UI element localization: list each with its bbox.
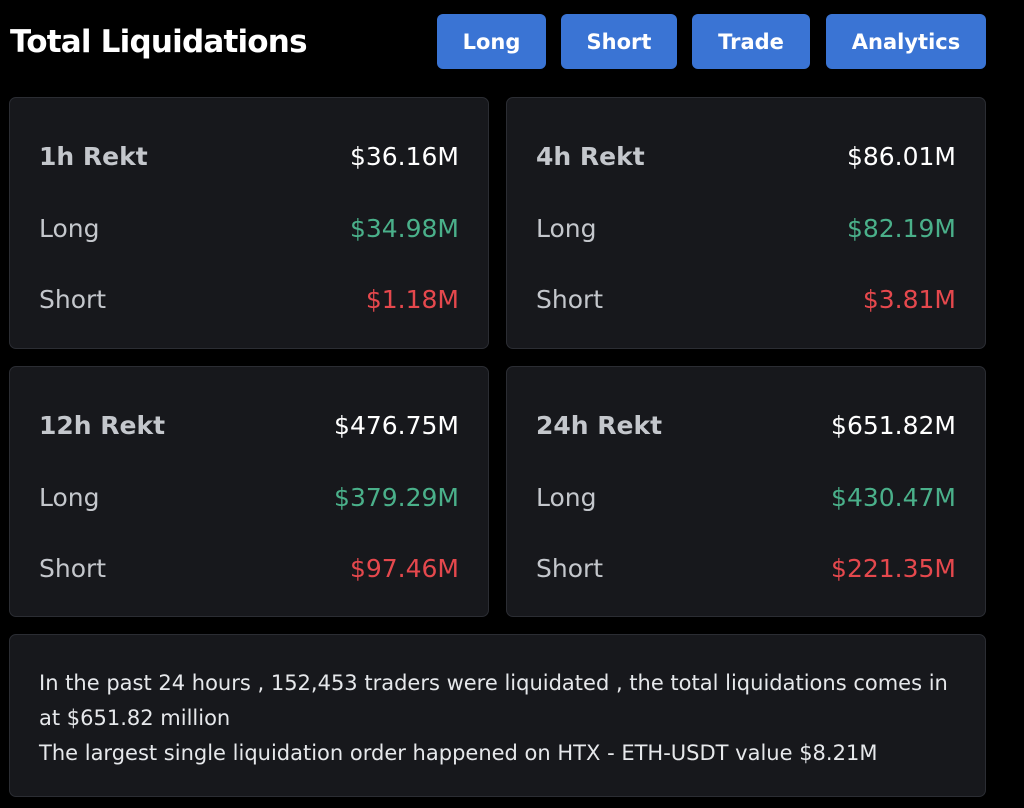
long-label: Long (39, 213, 100, 243)
long-value: $34.98M (349, 213, 459, 243)
short-row: Short $1.18M (39, 281, 459, 317)
short-label: Short (39, 284, 107, 314)
summary-text-largest-order: The largest single liquidation order hap… (39, 741, 878, 765)
long-label: Long (536, 482, 597, 512)
long-value: $82.19M (846, 213, 956, 243)
long-button[interactable]: Long (437, 14, 546, 69)
rekt-card-12h: 12h Rekt $476.75M Long $379.29M Short $9… (9, 366, 489, 617)
short-row: Short $221.35M (536, 550, 956, 586)
short-row: Short $97.46M (39, 550, 459, 586)
short-row: Short $3.81M (536, 281, 956, 317)
short-label: Short (39, 553, 107, 583)
rekt-card-4h: 4h Rekt $86.01M Long $82.19M Short $3.81… (506, 97, 986, 349)
short-value: $97.46M (349, 553, 459, 583)
total-value: $476.75M (334, 410, 459, 440)
total-row: 12h Rekt $476.75M (39, 407, 459, 443)
total-value: $651.82M (831, 410, 956, 440)
short-value: $3.81M (862, 284, 956, 314)
total-value: $86.01M (846, 141, 956, 171)
period-label: 24h Rekt (536, 410, 663, 440)
long-label: Long (536, 213, 597, 243)
total-row: 4h Rekt $86.01M (536, 138, 956, 174)
long-row: Long $82.19M (536, 210, 956, 246)
total-row: 1h Rekt $36.16M (39, 138, 459, 174)
summary-text-24h: In the past 24 hours , 152,453 traders w… (39, 671, 948, 730)
analytics-button[interactable]: Analytics (826, 14, 986, 69)
long-row: Long $34.98M (39, 210, 459, 246)
short-value: $1.18M (365, 284, 459, 314)
period-label: 12h Rekt (39, 410, 166, 440)
long-label: Long (39, 482, 100, 512)
short-label: Short (536, 284, 604, 314)
total-row: 24h Rekt $651.82M (536, 407, 956, 443)
trade-button[interactable]: Trade (692, 14, 810, 69)
total-value: $36.16M (349, 141, 459, 171)
period-label: 1h Rekt (39, 141, 148, 171)
rekt-card-24h: 24h Rekt $651.82M Long $430.47M Short $2… (506, 366, 986, 617)
short-button[interactable]: Short (561, 14, 677, 69)
header: Total Liquidations Long Short Trade Anal… (0, 0, 1024, 84)
long-row: Long $379.29M (39, 479, 459, 515)
long-row: Long $430.47M (536, 479, 956, 515)
short-value: $221.35M (831, 553, 956, 583)
long-value: $430.47M (831, 482, 956, 512)
rekt-card-1h: 1h Rekt $36.16M Long $34.98M Short $1.18… (9, 97, 489, 349)
period-label: 4h Rekt (536, 141, 645, 171)
summary-panel: In the past 24 hours , 152,453 traders w… (9, 634, 986, 797)
short-label: Short (536, 553, 604, 583)
page-title: Total Liquidations (10, 24, 308, 60)
long-value: $379.29M (334, 482, 459, 512)
